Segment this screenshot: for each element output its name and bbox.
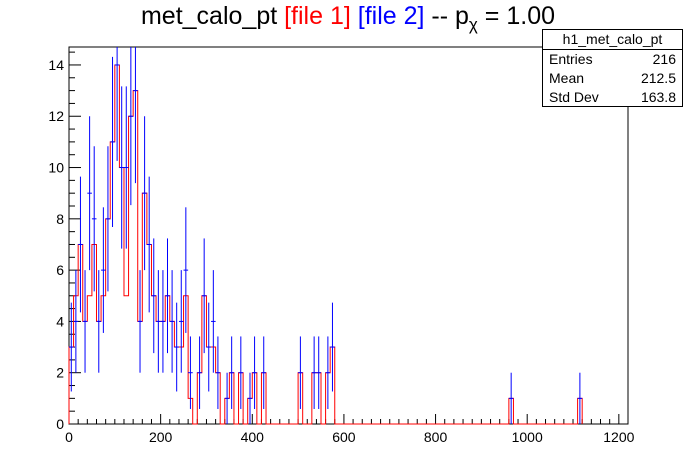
x-tick-label: 400 (241, 429, 265, 445)
stats-box: h1_met_calo_pt Entries 216 Mean 212.5 St… (542, 29, 683, 107)
stats-std-label: Std Dev (549, 89, 599, 105)
y-tick-label: 6 (56, 262, 64, 278)
title-sub: χ (468, 15, 478, 34)
stats-mean-row: Mean 212.5 (543, 69, 682, 88)
chart-title: met_calo_pt [file 1] [file 2] -- pχ = 1.… (0, 2, 696, 35)
y-tick-label: 10 (48, 160, 64, 176)
stats-mean-value: 212.5 (640, 70, 676, 86)
y-tick-label: 14 (48, 57, 64, 73)
x-tick-label: 800 (424, 429, 448, 445)
stats-std-row: Std Dev 163.8 (543, 88, 682, 107)
y-tick-label: 2 (56, 365, 64, 381)
stats-std-value: 163.8 (640, 89, 676, 105)
stats-entries-label: Entries (549, 51, 593, 67)
title-file1: [file 1] (284, 2, 351, 30)
title-file2: [file 2] (357, 2, 425, 30)
y-tick-label: 8 (56, 211, 64, 227)
stats-entries-row: Entries 216 (543, 50, 682, 69)
y-tick-label: 0 (56, 416, 64, 432)
title-suffix: = 1.00 (477, 2, 556, 30)
x-tick-label: 200 (149, 429, 173, 445)
stats-mean-label: Mean (549, 70, 585, 86)
x-tick-label: 1200 (603, 429, 634, 445)
series-file1-histogram (68, 64, 583, 425)
title-mid: -- p (424, 2, 469, 30)
x-tick-label: 1000 (512, 429, 543, 445)
x-tick-label: 0 (65, 429, 73, 445)
y-tick-label: 4 (56, 313, 64, 329)
title-prefix: met_calo_pt (140, 2, 285, 30)
stats-name: h1_met_calo_pt (543, 30, 682, 50)
y-tick-label: 12 (48, 108, 64, 124)
x-tick-label: 600 (332, 429, 356, 445)
stats-entries-value: 216 (652, 51, 676, 67)
